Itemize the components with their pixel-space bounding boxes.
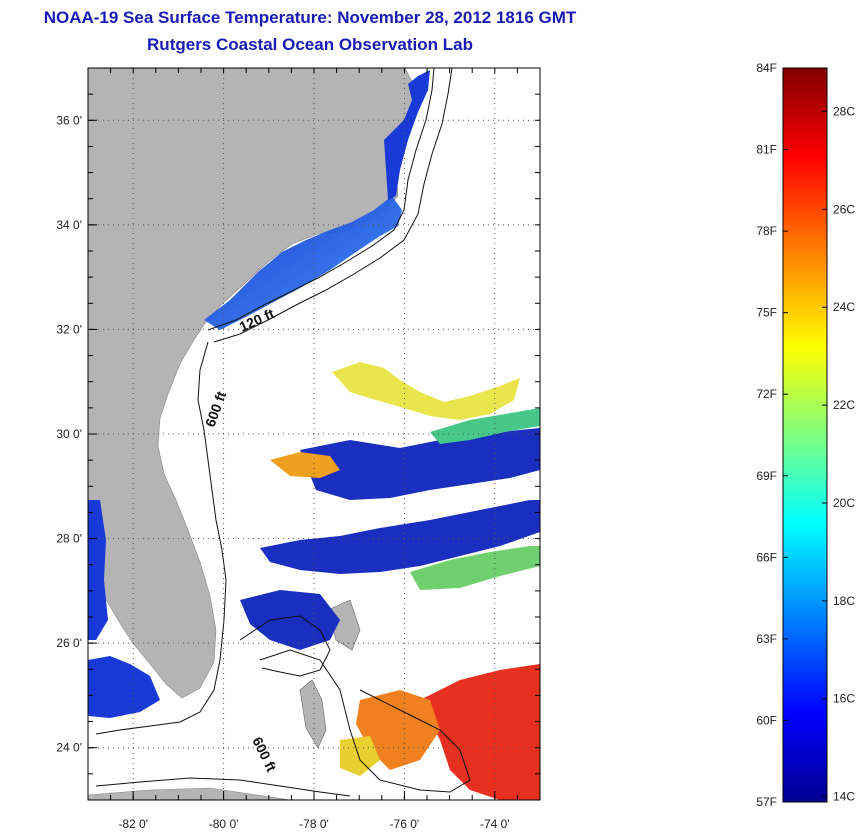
colorbar-label-f: 78F	[756, 224, 777, 238]
colorbar-gradient	[782, 67, 828, 803]
contour-florida-shelf	[95, 341, 227, 735]
sst-band-1	[300, 428, 540, 500]
sst-coastal-band-north	[384, 70, 430, 200]
colorbar-label-c: 18C	[833, 594, 855, 608]
sst-southeast-yellow	[340, 736, 380, 776]
contour-bahamas	[239, 615, 331, 677]
sst-bahamas-blue	[240, 590, 340, 650]
lat-tick-label: 36 0'	[56, 113, 82, 127]
contour-cuba	[95, 777, 351, 797]
colorbar-label-c: 16C	[833, 692, 855, 706]
lon-tick-label: -76 0'	[390, 817, 420, 831]
sst-gulf-patch	[88, 656, 160, 718]
bahamas-island	[299, 679, 327, 749]
colorbar-label-f: 63F	[756, 632, 777, 646]
contour-600ft	[213, 68, 453, 343]
cuba-land	[88, 787, 291, 800]
colorbar-label-f: 60F	[756, 713, 777, 727]
map-title: NOAA-19 Sea Surface Temperature: Novembe…	[43, 8, 577, 27]
contour-120ft	[207, 68, 435, 331]
sst-southeast-warm	[420, 664, 540, 800]
lat-tick-label: 30 0'	[56, 427, 82, 441]
colorbar-label-f: 72F	[756, 387, 777, 401]
lon-tick-label: -78 0'	[299, 817, 329, 831]
colorbar-label-f: 81F	[756, 143, 777, 157]
colorbar-label-c: 20C	[833, 496, 855, 510]
sst-west-patch	[88, 500, 108, 640]
colorbar-label-c: 26C	[833, 202, 855, 216]
colorbar-label-f: 84F	[756, 61, 777, 75]
lat-tick-label: 26 0'	[56, 636, 82, 650]
lat-tick-label: 34 0'	[56, 218, 82, 232]
colorbar-label-f: 66F	[756, 550, 777, 564]
grid-lines	[88, 68, 540, 800]
contour-bahamas	[259, 649, 471, 793]
map-subtitle: Rutgers Coastal Ocean Observation Lab	[147, 35, 473, 54]
lon-tick-label: -82 0'	[118, 817, 148, 831]
colorbar-label-f: 75F	[756, 306, 777, 320]
axis-ticks: 36 0' 34 0' 32 0' 30 0' 28 0' 26 0' 24 0' -82 0…	[56, 67, 541, 831]
colorbar-label-c: 14C	[833, 790, 855, 804]
sst-warm-patch	[332, 362, 520, 420]
colorbar-label-f: 57F	[756, 795, 777, 809]
sst-orange-patch	[270, 452, 340, 478]
lat-tick-label: 24 0'	[56, 741, 82, 755]
lon-tick-label: -74 0'	[480, 817, 510, 831]
colorbar-labels: 84F 81F 78F 75F 72F 69F 66F 63F 60F 57F 28C 26C 24C 2…	[756, 61, 855, 809]
colorbar-label-f: 69F	[756, 469, 777, 483]
sst-band-2	[260, 500, 540, 574]
colorbar-label-c: 24C	[833, 300, 855, 314]
colorbar-label-c: 28C	[833, 104, 855, 118]
sst-southeast-orange	[356, 690, 440, 770]
lon-tick-label: -80 0'	[209, 817, 239, 831]
lat-tick-label: 28 0'	[56, 532, 82, 546]
lat-tick-label: 32 0'	[56, 322, 82, 336]
bahamas-island	[327, 599, 361, 651]
sst-band-2-warm	[410, 546, 540, 590]
map-border	[87, 67, 541, 801]
colorbar-label-c: 22C	[833, 398, 855, 412]
sst-coastal-band	[204, 196, 402, 330]
sst-band-1-warm	[430, 408, 540, 444]
